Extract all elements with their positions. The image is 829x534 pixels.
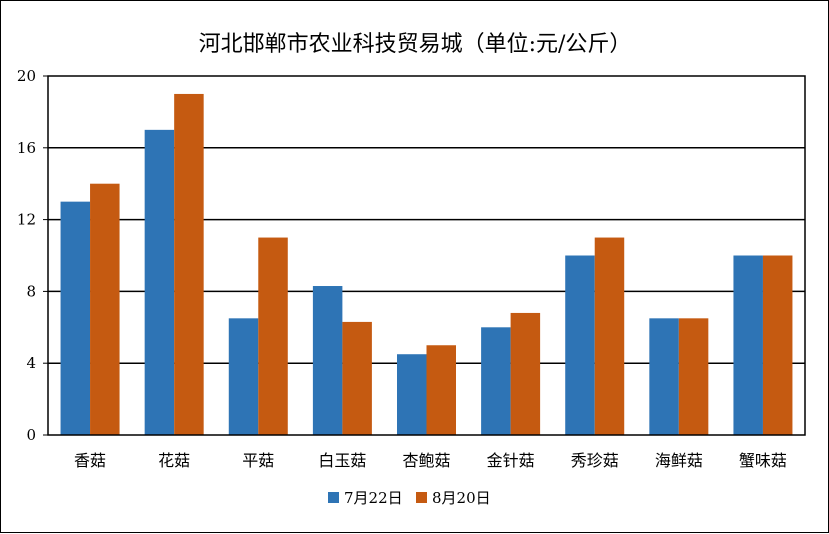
y-tick-label: 12: [17, 211, 36, 229]
x-tick-label: 金针菇: [487, 451, 535, 470]
bar-series2: [174, 93, 204, 435]
legend-swatch: [328, 492, 339, 503]
bar-series2: [90, 183, 120, 435]
legend-label: 8月20日: [432, 489, 491, 507]
x-tick-label: 杏鲍菇: [402, 451, 450, 470]
y-tick-label: 4: [26, 354, 36, 372]
y-tick-label: 16: [17, 139, 36, 157]
bar-series1: [228, 318, 259, 435]
bar-series1: [312, 286, 343, 435]
bar-series1: [649, 318, 679, 435]
bar-series1: [481, 327, 511, 435]
x-tick-label: 香菇: [74, 451, 106, 470]
x-tick-label: 花菇: [158, 451, 190, 470]
y-tick-label: 20: [17, 67, 36, 85]
legend-swatch: [416, 492, 427, 503]
bar-series1: [60, 201, 91, 435]
x-tick-label: 白玉菇: [318, 451, 366, 470]
chart-title: 河北邯郸市农业科技贸易城（单位:元/公斤）: [199, 32, 632, 57]
bar-series2: [342, 321, 372, 435]
x-tick-label: 平菇: [242, 451, 274, 470]
bar-series2: [258, 237, 288, 435]
y-tick-label: 0: [26, 426, 36, 444]
bar-series2: [762, 255, 793, 435]
legend-label: 7月22日: [344, 489, 403, 507]
x-axis: 香菇 花菇 平菇 白玉菇 杏鲍菇 金针菇 秀珍菇 海鲜菇 蟹味菇: [74, 451, 787, 470]
bar-series1: [144, 129, 175, 435]
plot-area-border: [47, 75, 806, 436]
bar-series2: [594, 237, 625, 435]
x-tick-label: 海鲜菇: [655, 451, 703, 470]
bar-series2: [510, 312, 541, 435]
bar-series2: [678, 318, 709, 435]
bar-series1: [397, 354, 427, 435]
bars: [60, 93, 793, 435]
bar-series2: [426, 345, 456, 435]
y-tick-label: 8: [26, 282, 36, 300]
bar-series1: [565, 255, 595, 435]
legend: 7月22日 8月20日: [328, 489, 491, 507]
bar-series1: [733, 255, 763, 435]
x-tick-label: 秀珍菇: [571, 451, 619, 470]
x-tick-label: 蟹味菇: [739, 451, 787, 470]
y-axis: 0 4 8 12 16 20: [17, 67, 48, 444]
